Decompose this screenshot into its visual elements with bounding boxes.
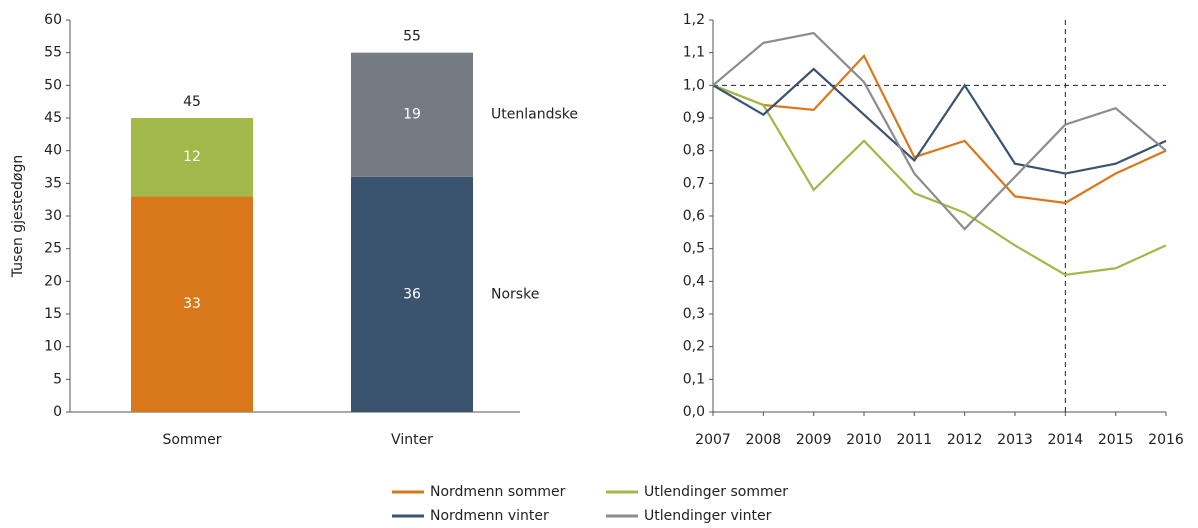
x-tick-label: 2015 — [1098, 432, 1134, 448]
series-label: Utenlandske — [491, 107, 578, 123]
y-axis-label: Tusen gjestedøgn — [10, 155, 26, 279]
x-tick-label: 2008 — [746, 432, 782, 448]
y-tick-label: 25 — [44, 241, 62, 257]
y-tick-label: 15 — [44, 306, 62, 322]
y-tick-label: 0,8 — [683, 143, 705, 159]
value-label: 36 — [403, 286, 421, 302]
bar-segment — [351, 176, 473, 412]
legend-label: Utlendinger sommer — [644, 484, 788, 500]
x-tick-label: 2010 — [846, 432, 882, 448]
series-label: Norske — [491, 286, 539, 302]
y-tick-label: 0,5 — [683, 241, 705, 257]
y-tick-label: 0,7 — [683, 175, 705, 191]
y-tick-label: 35 — [44, 175, 62, 191]
legend-label: Nordmenn sommer — [430, 484, 566, 500]
line-series — [712, 54, 1167, 205]
y-tick-label: 0,2 — [683, 339, 705, 355]
x-tick-label: 2016 — [1148, 432, 1184, 448]
y-tick-label: 1,1 — [683, 45, 705, 61]
y-tick-label: 0 — [53, 404, 62, 420]
y-tick-label: 55 — [44, 45, 62, 61]
x-tick-label: 2013 — [997, 432, 1033, 448]
x-tick-label: 2007 — [695, 432, 731, 448]
y-tick-label: 1,0 — [683, 77, 705, 93]
y-tick-label: 0,9 — [683, 110, 705, 126]
y-tick-label: 20 — [44, 273, 62, 289]
x-tick-label: Sommer — [162, 432, 221, 448]
x-tick-label: 2012 — [947, 432, 983, 448]
y-tick-label: 10 — [44, 339, 62, 355]
bar-segment — [351, 52, 473, 177]
line-series — [712, 31, 1167, 231]
y-tick-label: 40 — [44, 143, 62, 159]
value-label: 12 — [183, 149, 201, 165]
x-tick-label: Vinter — [391, 432, 433, 448]
y-tick-label: 30 — [44, 208, 62, 224]
x-tick-label: 2014 — [1048, 432, 1084, 448]
bar-segment — [131, 196, 253, 412]
y-tick-label: 45 — [44, 110, 62, 126]
total-label: 45 — [183, 94, 201, 110]
line-series — [712, 67, 1167, 175]
legend-label: Nordmenn vinter — [430, 508, 549, 524]
y-tick-label: 0,1 — [683, 371, 705, 387]
value-label: 19 — [403, 107, 421, 123]
y-tick-label: 0,3 — [683, 306, 705, 322]
bar-segment — [131, 118, 253, 197]
y-tick-label: 1,2 — [683, 12, 705, 28]
x-tick-label: 2011 — [897, 432, 933, 448]
legend-label: Utlendinger vinter — [644, 508, 772, 524]
total-label: 55 — [403, 29, 421, 45]
y-tick-label: 50 — [44, 77, 62, 93]
value-label: 33 — [183, 296, 201, 312]
x-tick-label: 2009 — [796, 432, 832, 448]
y-tick-label: 5 — [53, 371, 62, 387]
y-tick-label: 0,0 — [683, 404, 705, 420]
y-tick-label: 60 — [44, 12, 62, 28]
y-tick-label: 0,6 — [683, 208, 705, 224]
y-tick-label: 0,4 — [683, 273, 705, 289]
